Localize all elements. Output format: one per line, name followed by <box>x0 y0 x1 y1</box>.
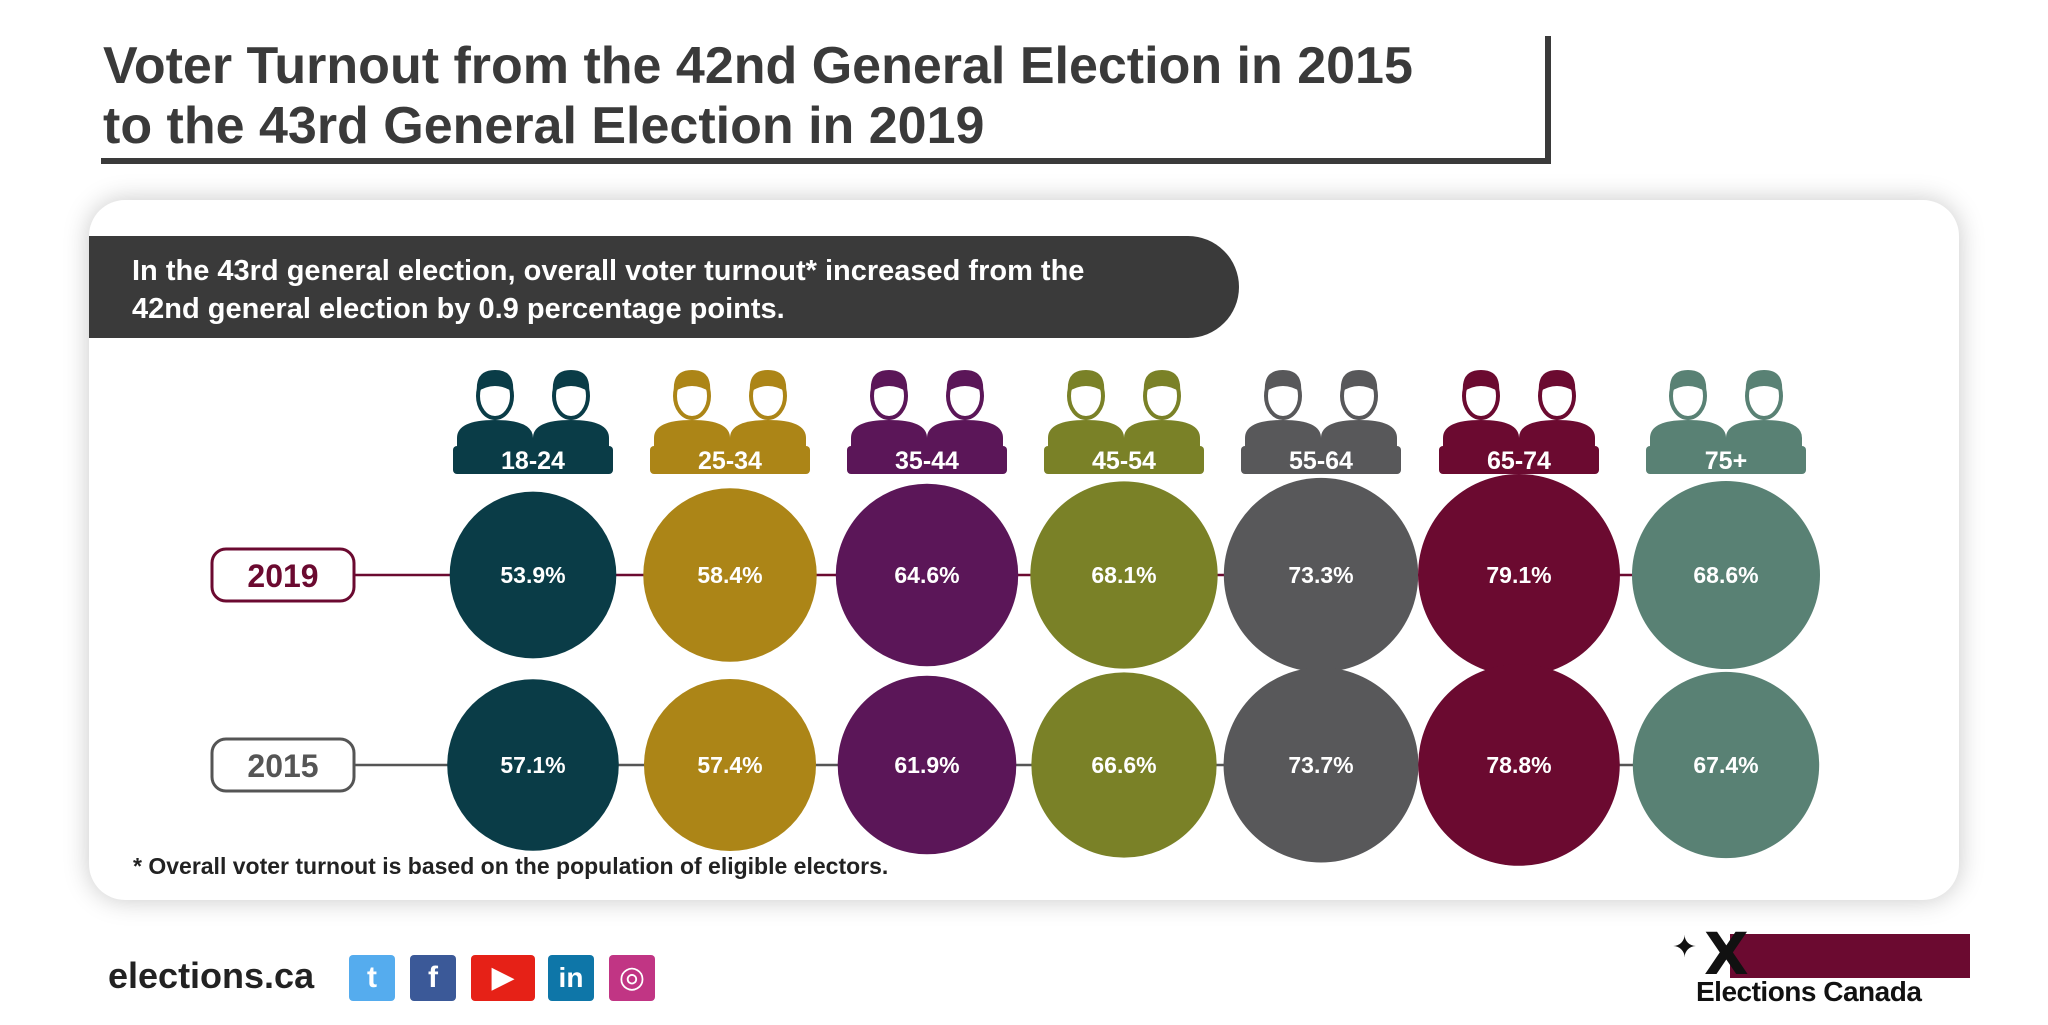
bubble-2015-18-24 <box>447 679 619 851</box>
age-group-35-44-people-icon <box>851 370 1003 450</box>
bubble-2015-65-74 <box>1418 664 1620 866</box>
age-label-55-64: 55-64 <box>1289 447 1353 475</box>
bubble-label-2019-18-24: 53.9% <box>500 562 565 588</box>
age-label-75+: 75+ <box>1705 447 1747 475</box>
linkedin-icon[interactable]: in <box>548 955 594 1001</box>
age-label-bg-25-34 <box>650 446 810 474</box>
instagram-icon[interactable]: ◎ <box>609 955 655 1001</box>
bubble-2019-65-74 <box>1418 474 1620 676</box>
bubble-label-2015-55-64: 73.7% <box>1288 752 1353 778</box>
age-label-bg-18-24 <box>453 446 613 474</box>
bubble-2015-35-44 <box>837 675 1017 855</box>
year-pill-2019 <box>210 547 356 603</box>
bubble-label-2019-65-74: 79.1% <box>1486 562 1551 588</box>
bubble-2015-45-54 <box>1031 672 1217 858</box>
age-label-bg-75+ <box>1646 446 1806 474</box>
page-title-line-2: to the 43rd General Election in 2019 <box>103 97 985 155</box>
bubble-2015-25-34 <box>644 679 816 851</box>
bubble-label-2019-55-64: 73.3% <box>1288 562 1353 588</box>
bubble-2019-25-34 <box>643 488 817 662</box>
bubble-2019-45-54 <box>1030 481 1218 669</box>
year-label-2015: 2015 <box>247 748 318 784</box>
age-group-25-34-people-icon <box>654 370 806 450</box>
page-title-line-1: Voter Turnout from the 42nd General Elec… <box>103 37 1413 95</box>
age-label-18-24: 18-24 <box>501 447 565 475</box>
bubble-label-2015-35-44: 61.9% <box>894 752 959 778</box>
bubble-2015-75+ <box>1632 671 1820 859</box>
age-group-55-64-people-icon <box>1245 370 1397 450</box>
age-label-bg-45-54 <box>1044 446 1204 474</box>
summary-banner: In the 43rd general election, overall vo… <box>89 236 1239 338</box>
age-label-35-44: 35-44 <box>895 447 959 475</box>
facebook-icon[interactable]: f <box>410 955 456 1001</box>
age-label-bg-55-64 <box>1241 446 1401 474</box>
youtube-icon[interactable]: ▶ <box>471 955 535 1001</box>
brand-name: Elections Canada <box>1696 976 1922 1007</box>
bubble-2019-75+ <box>1631 480 1821 670</box>
bubble-label-2019-25-34: 58.4% <box>697 562 762 588</box>
year-label-2019: 2019 <box>247 558 318 594</box>
age-group-18-24-people-icon <box>457 370 609 450</box>
bubble-2019-18-24 <box>449 491 617 659</box>
age-label-45-54: 45-54 <box>1092 447 1156 475</box>
age-label-bg-35-44 <box>847 446 1007 474</box>
bubble-label-2015-45-54: 66.6% <box>1091 752 1156 778</box>
bubble-label-2019-45-54: 68.1% <box>1091 562 1156 588</box>
website-link[interactable]: elections.ca <box>108 955 315 996</box>
logo-bar <box>1730 934 1970 978</box>
title-block: Voter Turnout from the 42nd General Elec… <box>101 36 1551 164</box>
summary-line-2: 42nd general election by 0.9 percentage … <box>132 293 785 325</box>
elections-canada-logo: ✦ X Elections Canada <box>1670 920 1970 1008</box>
age-label-65-74: 65-74 <box>1487 447 1551 475</box>
bubble-label-2015-65-74: 78.8% <box>1486 752 1551 778</box>
age-label-25-34: 25-34 <box>698 447 762 475</box>
summary-line-1: In the 43rd general election, overall vo… <box>132 255 1085 287</box>
age-group-45-54-people-icon <box>1048 370 1200 450</box>
bubble-2019-55-64 <box>1223 477 1419 673</box>
age-label-bg-65-74 <box>1439 446 1599 474</box>
bubble-label-2015-25-34: 57.4% <box>697 752 762 778</box>
bubble-2015-55-64 <box>1223 667 1419 863</box>
bubble-label-2015-18-24: 57.1% <box>500 752 565 778</box>
bubble-label-2019-75+: 68.6% <box>1693 562 1758 588</box>
year-pill-2015 <box>210 737 356 793</box>
maple-leaf-icon: ✦ <box>1672 931 1698 964</box>
twitter-icon[interactable]: t <box>349 955 395 1001</box>
footnote: * Overall voter turnout is based on the … <box>133 853 889 879</box>
bubble-label-2019-35-44: 64.6% <box>894 562 959 588</box>
bubble-2019-35-44 <box>835 483 1019 667</box>
age-group-65-74-people-icon <box>1443 370 1595 450</box>
bubble-label-2015-75+: 67.4% <box>1693 752 1758 778</box>
ballot-x-icon: X <box>1704 920 1749 988</box>
age-group-75+-people-icon <box>1650 370 1802 450</box>
